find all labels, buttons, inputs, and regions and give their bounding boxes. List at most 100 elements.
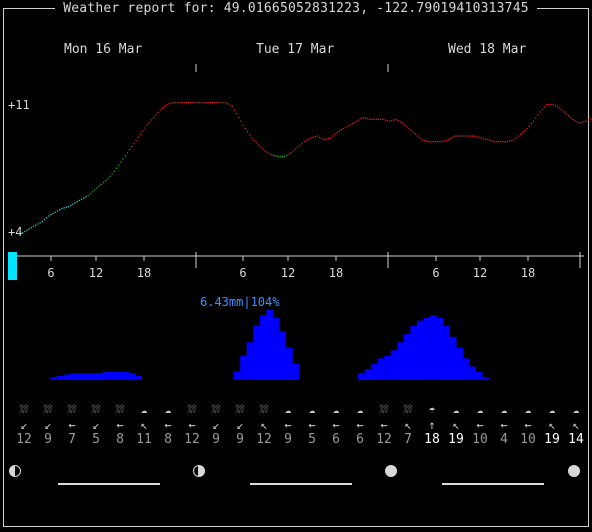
precip-bar [96, 373, 103, 381]
wind-direction-arrow: ↙ [44, 418, 52, 432]
temperature-point [406, 126, 408, 128]
hour-label: 12 [88, 266, 104, 280]
temperature-point [530, 123, 532, 125]
temperature-point [567, 115, 570, 117]
temperature-point [458, 135, 460, 137]
temperature-point [325, 138, 327, 140]
temperature-point [563, 111, 565, 113]
temperature-point [303, 141, 305, 143]
temperature-point [410, 129, 412, 132]
temperature-point [360, 118, 362, 120]
wind-forecast-cell: ☁ ↖ 19 [542, 403, 562, 448]
temperature-point [305, 139, 308, 142]
wind-forecast-cell: ☁ ← 4 [494, 404, 514, 448]
temperature-point [236, 113, 238, 115]
daylight-bar [250, 483, 352, 485]
temperature-point [218, 102, 220, 104]
temperature-point [225, 102, 227, 104]
temperature-point [358, 119, 360, 121]
temperature-point [129, 149, 131, 151]
wind-forecast-cell: ⛆ ↙ 12 [14, 404, 34, 448]
temperature-point [100, 183, 102, 185]
temperature-point [362, 116, 364, 119]
temperature-point [260, 146, 262, 148]
cloud-icon: ☁ [332, 403, 340, 416]
temperature-point [436, 141, 439, 143]
temperature-point [443, 140, 445, 142]
temperature-point [244, 128, 246, 130]
temperature-point [382, 118, 384, 120]
hour-label: 18 [328, 266, 344, 280]
precip-bar [115, 371, 123, 380]
temperature-point [463, 135, 465, 137]
temperature-point [80, 198, 83, 200]
temperature-point [63, 207, 65, 209]
temperature-point [43, 219, 46, 221]
temperature-point [181, 102, 183, 104]
cloud-icon: ☁ [548, 403, 556, 416]
wind-speed: 9 [44, 432, 52, 447]
temperature-point [384, 119, 386, 121]
temperature-point [310, 137, 312, 139]
temperature-point [487, 139, 489, 141]
temperature-point [519, 133, 522, 135]
cloud-icon: ☁ [452, 403, 460, 416]
temperature-point [131, 146, 133, 148]
temperature-point [257, 144, 260, 146]
wind-direction-arrow: ← [380, 418, 388, 432]
wind-speed: 8 [164, 432, 172, 447]
wind-speed: 12 [16, 432, 32, 447]
wind-direction-arrow: ← [164, 418, 172, 432]
wind-forecast-cell: ⛆ ↙ 9 [230, 404, 250, 448]
wind-speed: 9 [212, 432, 220, 447]
wind-forecast-cell: ☁ ↖ 19 [446, 403, 466, 448]
temperature-point [408, 128, 410, 130]
wind-forecast-cell: ⛆ ↖ 12 [254, 404, 274, 448]
temperature-point [432, 141, 434, 143]
temperature-point [439, 141, 441, 143]
temperature-point [89, 193, 91, 195]
temperature-point [144, 127, 146, 129]
wind-forecast-cell: ☁ ← 6 [326, 403, 346, 448]
temperature-point [404, 124, 406, 126]
hour-label: 12 [472, 266, 488, 280]
temperature-point [329, 137, 332, 139]
temperature-point [445, 139, 447, 142]
temperature-point [548, 103, 550, 106]
wind-forecast-cell: ⛆ ↙ 5 [86, 404, 106, 448]
temperature-point [484, 138, 487, 140]
temperature-point [54, 211, 57, 213]
precip-bar [240, 355, 247, 380]
precip-bar [482, 377, 490, 380]
precip-bar [63, 374, 70, 380]
wind-speed: 12 [184, 432, 200, 447]
temperature-point [347, 125, 349, 127]
temperature-point [24, 230, 26, 233]
temperature-point [301, 142, 303, 145]
temperature-point [504, 141, 506, 143]
temperature-point [198, 102, 201, 104]
temperature-point [72, 203, 74, 205]
temperature-point [115, 167, 118, 169]
temperature-point [220, 102, 222, 104]
temperature-point [87, 194, 89, 197]
temperature-point [22, 232, 24, 234]
temperature-point [539, 111, 541, 113]
temperature-point [126, 152, 129, 154]
temperature-point [380, 118, 382, 120]
temperature-point [321, 137, 323, 140]
temperature-point [39, 222, 41, 224]
temperature-point [273, 154, 275, 156]
precip-bar [272, 317, 280, 380]
wind-forecast-cell: ⛆ ← 7 [62, 404, 82, 448]
temperature-point [447, 139, 450, 141]
temperature-point [482, 137, 484, 140]
temperature-point [28, 228, 30, 230]
wind-forecast-cell: ⛆ ← 8 [110, 404, 130, 448]
precip-bar [266, 309, 274, 380]
temperature-point [26, 229, 28, 231]
temperature-point [583, 121, 585, 123]
precip-bar [384, 355, 391, 380]
temperature-point [70, 204, 72, 207]
